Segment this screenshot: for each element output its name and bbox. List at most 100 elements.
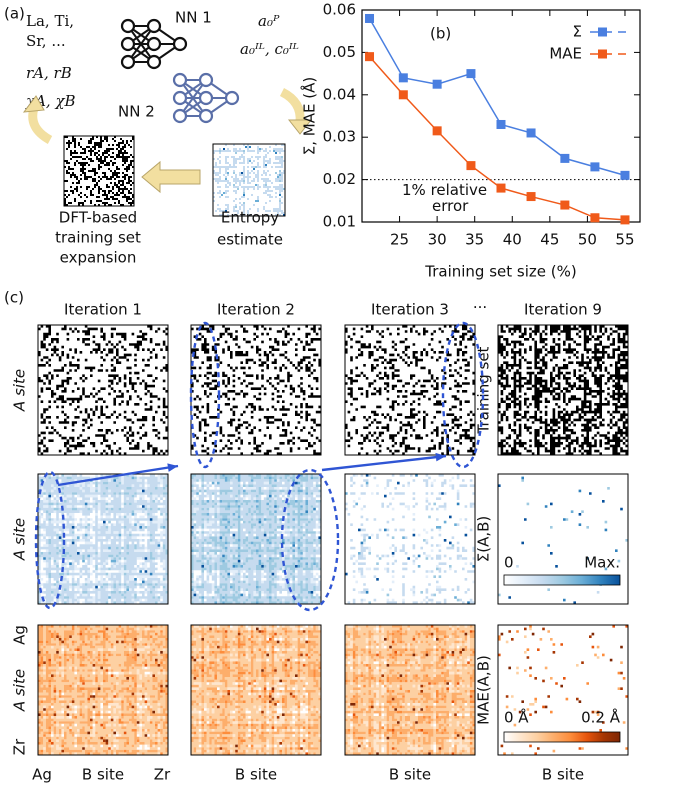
y-tick-label: 0.03 <box>323 128 356 146</box>
data-point <box>365 52 375 62</box>
column-title: Iteration 9 <box>524 301 602 319</box>
nn-node <box>120 18 136 34</box>
heatmap-frame <box>37 624 169 756</box>
data-point <box>590 162 600 172</box>
colorbar-label: 0.2 Å <box>581 708 621 727</box>
nn-node <box>146 54 162 70</box>
nn-node <box>198 72 214 88</box>
data-point <box>496 119 506 129</box>
nn-node <box>198 108 214 124</box>
heatmap-cells <box>213 144 285 216</box>
x-tick-label: 25 <box>390 231 409 249</box>
y-tick-label: 0.02 <box>323 170 356 188</box>
caption-text: training set <box>55 229 141 247</box>
column-title: Iteration 3 <box>371 301 449 319</box>
y-tick-label: 0.01 <box>323 213 356 231</box>
x-axis-label: B site <box>542 766 584 784</box>
x-end-label: Ag <box>32 766 52 784</box>
legend-swatch <box>598 49 607 59</box>
row-label-right: MAE(A,B) <box>475 655 493 725</box>
panel-label: (c) <box>4 289 24 307</box>
caption-text: expansion <box>60 249 137 267</box>
row-label: A site <box>11 369 29 412</box>
data-point <box>620 215 630 225</box>
heatmap-frame <box>37 473 169 605</box>
legend-swatch <box>598 27 607 37</box>
data-point <box>398 90 408 100</box>
feature-text: Sr, ... <box>26 32 66 50</box>
heatmap-cells <box>191 630 321 755</box>
flow-arrow <box>28 106 53 144</box>
legend-label: Σ <box>573 23 582 41</box>
heatmap-cells <box>38 325 168 455</box>
heatmap-frame <box>497 473 629 605</box>
heatmap-cells <box>345 627 475 755</box>
heatmap-cells <box>498 325 628 455</box>
flow-arrow <box>141 160 201 194</box>
colorbar-label: 0 <box>504 554 514 572</box>
nn-node <box>172 108 188 124</box>
flow-arrow <box>279 87 305 123</box>
caption-text: estimate <box>217 231 283 249</box>
feature-text: rA, rB <box>26 64 72 82</box>
data-point <box>560 153 570 163</box>
x-axis-label: Training set size (%) <box>424 263 576 281</box>
highlight-ellipse <box>280 468 340 612</box>
heatmap-frame <box>190 624 322 756</box>
heatmap-cells <box>193 627 298 748</box>
heatmap-frame <box>37 324 169 456</box>
heatmap-cells <box>38 474 168 604</box>
x-axis-label: B site <box>235 766 277 784</box>
column-title: Iteration 2 <box>217 301 295 319</box>
heatmap-frame <box>63 135 135 207</box>
plot-frame <box>361 9 641 223</box>
annotation: 1% relative <box>402 181 487 199</box>
x-tick-label: 40 <box>503 231 522 249</box>
nn-node <box>172 36 188 52</box>
heatmap-cells <box>191 325 321 455</box>
x-axis-label: B site <box>82 766 124 784</box>
transfer-arrow <box>321 454 447 472</box>
y-tick-label: 0.04 <box>323 85 356 103</box>
x-tick-label: 45 <box>540 231 559 249</box>
data-point <box>496 183 506 193</box>
caption-text: DFT-based <box>59 209 137 227</box>
heatmap-frame <box>497 324 629 456</box>
colorbar-label: Max. <box>584 554 620 572</box>
heatmap-frame <box>190 473 322 605</box>
x-tick-label: 35 <box>465 231 484 249</box>
series-line <box>368 18 626 177</box>
data-point <box>526 128 536 138</box>
data-point <box>432 79 442 89</box>
feature-text: La, Ti, <box>26 12 74 30</box>
caption-text: Entropy <box>221 209 279 227</box>
heatmap-cells <box>38 474 168 604</box>
heatmap-cells <box>352 625 473 755</box>
heatmap-cells <box>38 632 163 750</box>
data-point <box>398 73 408 83</box>
heatmap-cells <box>64 136 134 206</box>
legend-label: MAE <box>549 45 582 63</box>
data-point <box>466 69 476 79</box>
data-point <box>365 13 375 23</box>
nn-node <box>224 90 240 106</box>
flow-arrow-head <box>287 119 313 135</box>
heatmap-cells <box>38 625 168 755</box>
output-text: a₀ᴵᴸ, c₀ᴵᴸ <box>240 40 299 58</box>
column-title: Iteration 1 <box>64 301 142 319</box>
data-point <box>432 126 442 136</box>
heatmap-cells <box>500 627 623 750</box>
annotation: error <box>432 197 469 215</box>
panel-label: (b) <box>430 25 451 43</box>
nn-label: NN 1 <box>175 9 212 27</box>
output-text: a₀ᴾ <box>258 12 280 30</box>
nn-node <box>120 54 136 70</box>
panel-label: (a) <box>4 5 25 23</box>
heatmap-frame <box>344 473 476 605</box>
nn-node <box>172 72 188 88</box>
y-end-label: Zr <box>11 738 29 755</box>
y-end-label: Ag <box>11 625 29 645</box>
ellipsis: ··· <box>473 299 487 317</box>
data-point <box>526 192 536 202</box>
